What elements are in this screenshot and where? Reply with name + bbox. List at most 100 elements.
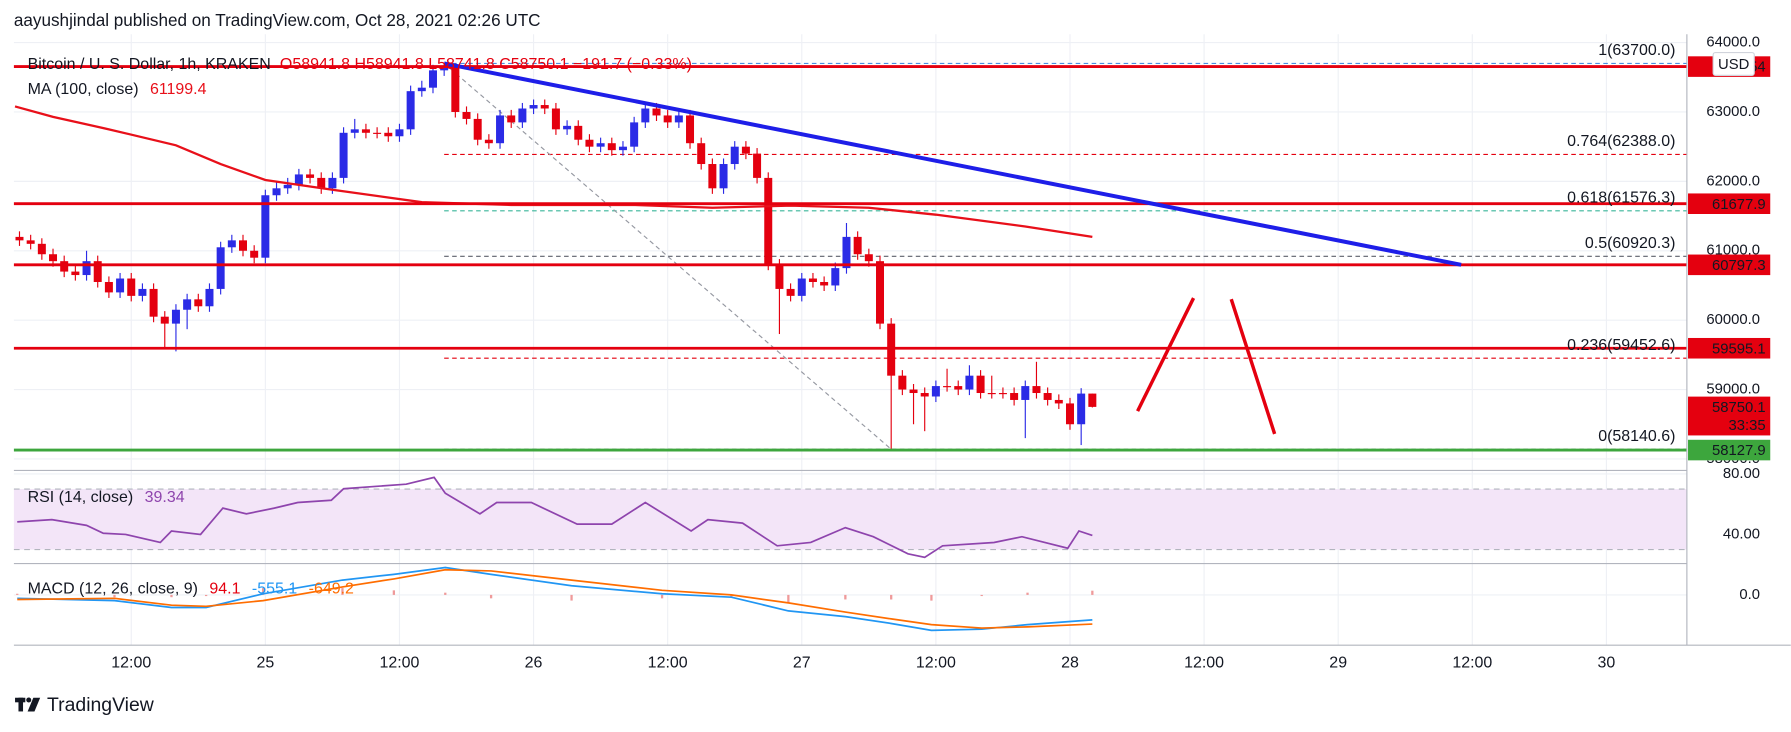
candle-body: [741, 146, 750, 154]
histogram-bar: [1091, 590, 1094, 595]
level-label: 59595.1: [1712, 341, 1766, 357]
y-tick-label: 62000.0: [1706, 173, 1760, 189]
candle-body: [250, 250, 259, 258]
candle-body: [797, 278, 806, 296]
candle-body: [853, 236, 862, 255]
histogram-bar: [787, 594, 790, 603]
candle-body: [775, 264, 784, 289]
candle-body: [239, 240, 247, 251]
candle-body: [529, 105, 538, 109]
candle-body: [674, 115, 683, 123]
fib-diagonal: [443, 62, 892, 450]
candle-body: [920, 393, 929, 397]
candle-body: [261, 195, 270, 258]
candle-body: [496, 115, 505, 144]
candle-body: [149, 288, 158, 317]
level-label: 58127.9: [1712, 443, 1766, 459]
logo-part: [26, 697, 32, 703]
candle-body: [1054, 399, 1063, 404]
histogram-bar: [392, 590, 396, 595]
candle-body: [864, 254, 873, 262]
candle-body: [60, 261, 69, 272]
fib-label: 0.764(62388.0): [1567, 133, 1675, 150]
candle-body: [306, 174, 315, 178]
fib-label: 1(63700.0): [1598, 42, 1675, 59]
indicator-line: [17, 476, 1093, 559]
level-box: [1688, 337, 1771, 359]
candle-body: [574, 125, 583, 140]
candle-body: [37, 243, 46, 255]
x-tick-label: 12:00: [648, 655, 688, 672]
candle-body: [294, 174, 303, 185]
last-price-label: 58750.1: [1712, 400, 1766, 416]
x-tick-label: 12:00: [111, 655, 151, 672]
ma-value: 61199.4: [150, 81, 207, 98]
candle-body: [540, 105, 549, 109]
logo-part: [27, 697, 41, 712]
candle-body: [987, 393, 996, 395]
candle-body: [808, 278, 817, 282]
rsi-band: [13, 489, 1687, 550]
x-tick-label: 12:00: [379, 655, 419, 672]
candle-body: [607, 143, 616, 151]
candle-body: [350, 129, 359, 133]
candle-body: [395, 129, 404, 137]
x-tick-label: 28: [1061, 655, 1079, 672]
drawing: [1136, 297, 1196, 412]
histogram-bar: [444, 592, 447, 595]
ohlc: O58941.8 H58941.8 L58741.8 C58750.1 −191…: [280, 56, 692, 73]
candle-body: [138, 288, 147, 296]
candle-body: [440, 66, 449, 71]
candle-body: [719, 164, 728, 189]
fib-label: 0.236(59452.6): [1567, 337, 1675, 354]
candle-body: [697, 143, 706, 165]
histogram-bar: [890, 594, 893, 600]
candle-body: [730, 146, 739, 165]
y-tick-label: 64000.0: [1706, 35, 1760, 51]
rsi-title: RSI (14, close): [28, 489, 134, 506]
candle-body: [518, 108, 527, 123]
candle-body: [216, 247, 225, 289]
currency-box: [1712, 51, 1755, 76]
level-label: 60797.3: [1712, 258, 1766, 274]
marks-layer: [13, 61, 1687, 632]
candle-body: [618, 146, 627, 151]
candle-body: [965, 375, 974, 390]
legend-rsi: RSI (14, close) 39.34: [28, 489, 185, 506]
candle-body: [283, 184, 292, 189]
candle-body: [272, 188, 281, 196]
candle-body: [976, 375, 985, 394]
histogram-bar: [261, 588, 265, 595]
histogram-bar: [570, 594, 573, 601]
candle-body: [82, 261, 91, 276]
footer-brand: TradingView: [47, 694, 155, 716]
candle-body: [1021, 386, 1030, 400]
histogram-bar: [16, 593, 19, 595]
x-tick-label: 30: [1598, 655, 1616, 672]
last-price-box: [1688, 396, 1771, 436]
candle-body: [473, 118, 482, 140]
logo: [15, 697, 41, 712]
candle-body: [116, 278, 125, 293]
drawing: [1229, 298, 1277, 435]
header: aayushjindal published on TradingView.co…: [14, 11, 541, 30]
candle-body: [317, 177, 326, 189]
y-tick-label: 63000.0: [1706, 104, 1760, 120]
candle-body: [630, 122, 639, 147]
y-tick-label: 0.0: [1739, 587, 1760, 603]
candle-body: [328, 177, 337, 189]
macd-title: MACD (12, 26, close, 9): [28, 580, 198, 597]
candle-body: [194, 299, 203, 307]
candle-body: [931, 386, 940, 397]
histogram-bar: [113, 594, 116, 598]
rsi-value: 39.34: [145, 489, 185, 506]
candle-body: [764, 177, 773, 265]
candle-body: [484, 139, 493, 144]
candle-body: [406, 91, 415, 130]
legend-ma: MA (100, close) 61199.4: [28, 81, 207, 98]
ma-title: MA (100, close): [28, 81, 139, 98]
candle-body: [428, 70, 437, 88]
y-tick-label: 80.00: [1723, 466, 1760, 482]
candle-body: [1065, 403, 1074, 425]
